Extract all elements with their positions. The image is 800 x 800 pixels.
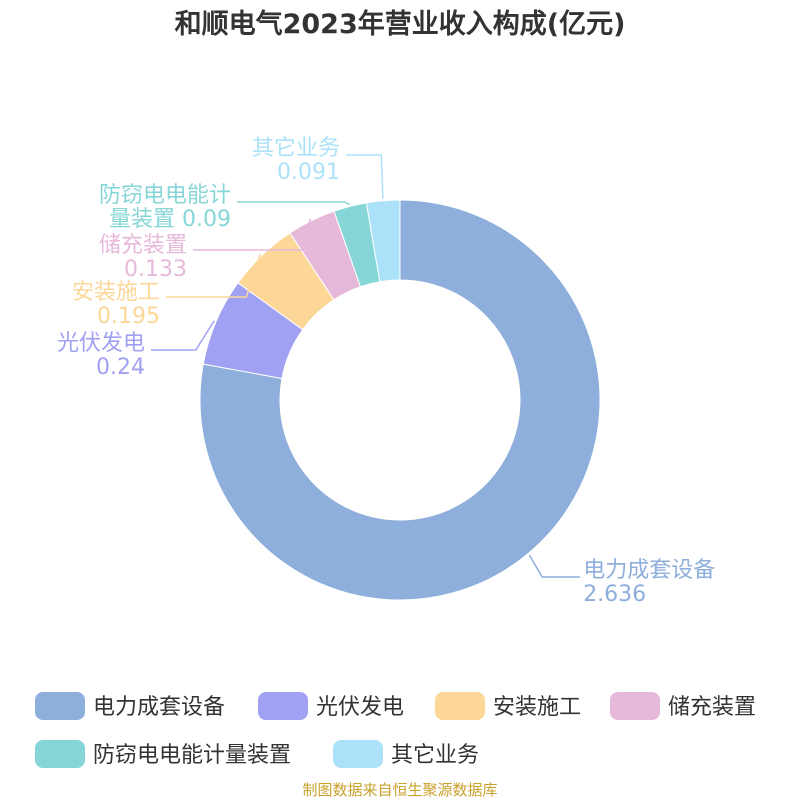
slice-label-value: 量装置 0.09 bbox=[109, 207, 231, 232]
slice-0 bbox=[199, 199, 601, 601]
data-source-note: 制图数据来自恒生聚源数据库 bbox=[302, 781, 497, 799]
legend-swatch bbox=[258, 692, 308, 720]
donut-slices bbox=[199, 199, 601, 601]
leader-line-1 bbox=[151, 320, 215, 351]
legend-label: 储充装置 bbox=[668, 695, 756, 720]
slice-label-name: 电力成套设备 bbox=[583, 558, 715, 583]
slice-label-name: 其它业务 bbox=[252, 136, 340, 161]
leader-line-3 bbox=[193, 218, 312, 251]
legend-label: 光伏发电 bbox=[316, 695, 404, 720]
leader-line-5 bbox=[346, 154, 384, 199]
slice-label-name: 储充装置 bbox=[99, 233, 187, 258]
slice-label-name: 防窃电电能计 bbox=[99, 183, 231, 208]
leader-lines bbox=[151, 154, 581, 578]
legend-swatch bbox=[35, 692, 85, 720]
slice-label-value: 0.133 bbox=[124, 257, 187, 282]
legend-label: 防窃电电能计量装置 bbox=[93, 743, 291, 768]
legend-item[interactable]: 光伏发电 bbox=[258, 692, 404, 720]
chart-title: 和顺电气2023年营业收入构成(亿元) bbox=[175, 8, 626, 40]
slice-label-value: 0.091 bbox=[277, 160, 340, 185]
legend-label: 电力成套设备 bbox=[93, 695, 225, 720]
slice-label-value: 2.636 bbox=[583, 582, 646, 607]
legend-item[interactable]: 其它业务 bbox=[333, 740, 479, 768]
legend-swatch bbox=[333, 740, 383, 768]
slice-5 bbox=[365, 199, 401, 283]
slice-label-name: 安装施工 bbox=[72, 280, 160, 305]
legend-swatch bbox=[435, 692, 485, 720]
slice-label-value: 0.195 bbox=[97, 304, 160, 329]
legend-swatch bbox=[610, 692, 660, 720]
legend-label: 其它业务 bbox=[391, 743, 479, 768]
leader-line-2 bbox=[166, 253, 261, 298]
legend-swatch bbox=[35, 740, 85, 768]
legend-item[interactable]: 安装施工 bbox=[435, 692, 581, 720]
slice-label-name: 光伏发电 bbox=[57, 331, 145, 356]
slice-label-value: 0.24 bbox=[96, 355, 145, 380]
legend-item[interactable]: 储充装置 bbox=[610, 692, 756, 720]
legend-item[interactable]: 电力成套设备 bbox=[35, 692, 225, 720]
leader-line-4 bbox=[237, 201, 350, 206]
leader-line-0 bbox=[528, 554, 581, 578]
legend-item[interactable]: 防窃电电能计量装置 bbox=[35, 740, 291, 768]
legend-label: 安装施工 bbox=[493, 695, 581, 720]
